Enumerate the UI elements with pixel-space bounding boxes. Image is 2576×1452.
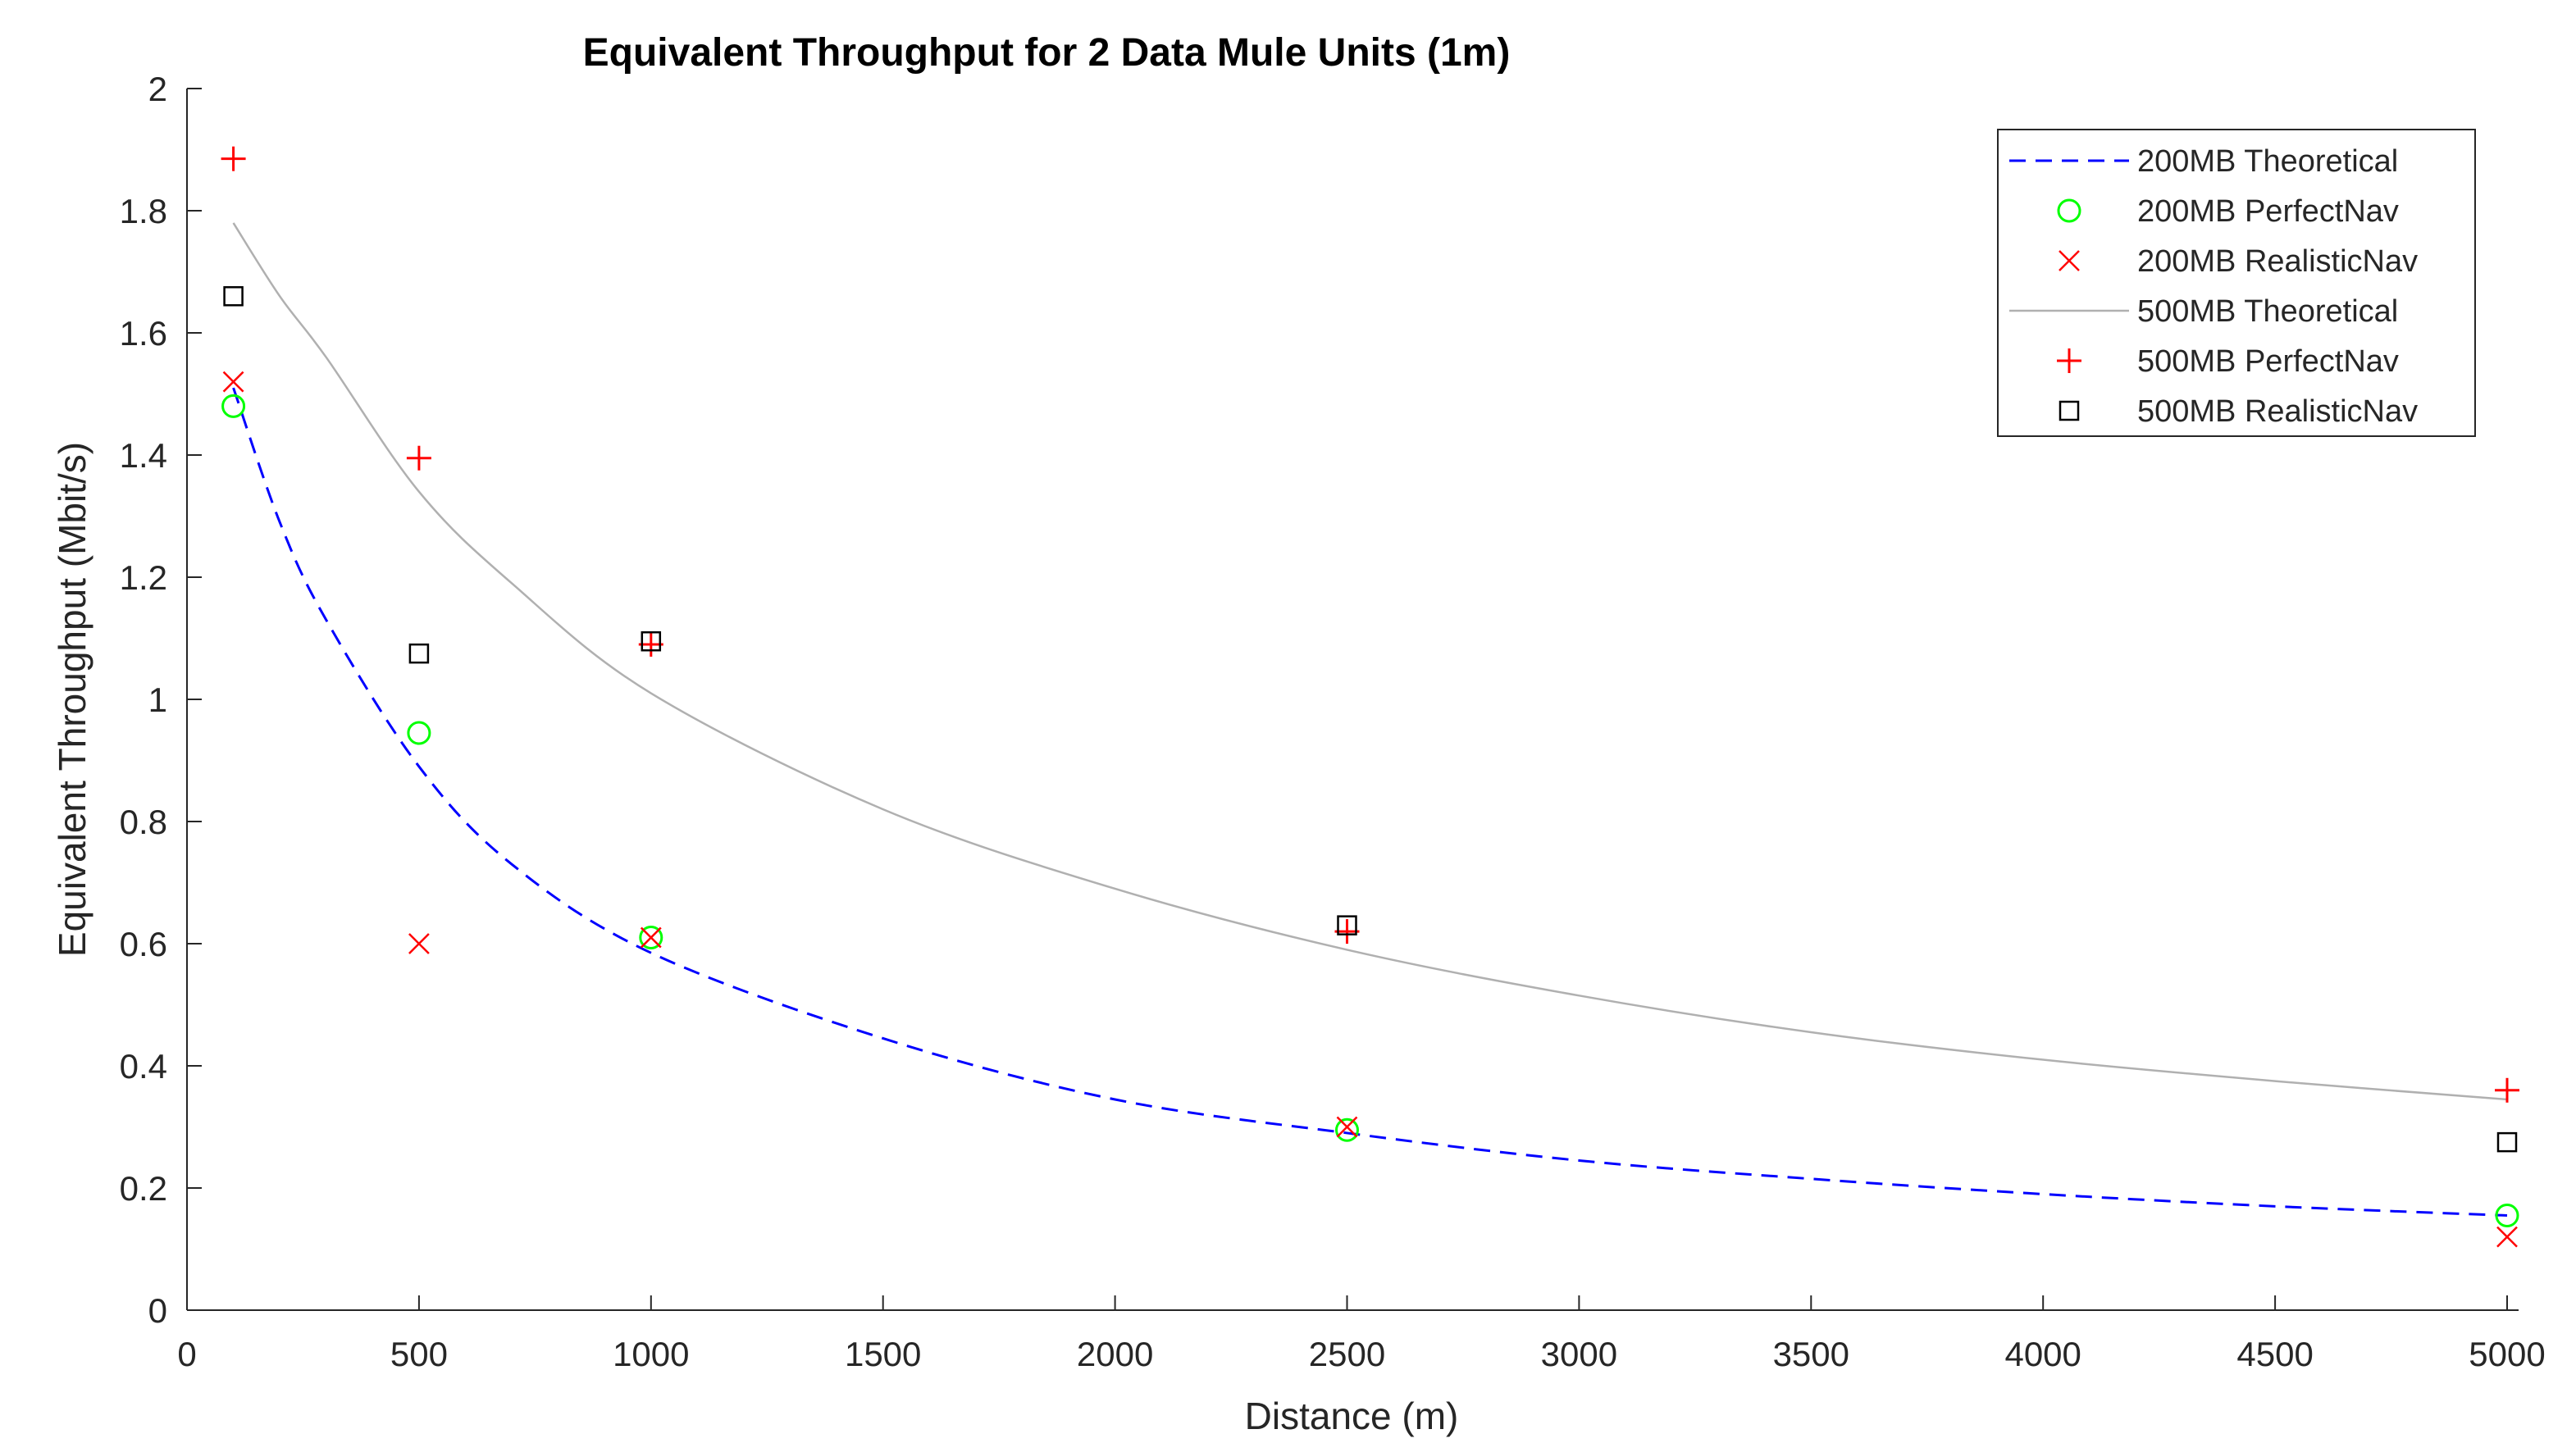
x-tick-label: 2500 <box>1309 1335 1385 1373</box>
y-tick-label: 0.2 <box>120 1169 167 1208</box>
legend-label: 500MB RealisticNav <box>2137 394 2418 429</box>
x-tick-label: 3500 <box>1773 1335 1849 1373</box>
x-tick-label: 3000 <box>1541 1335 1617 1373</box>
data-point-500mb-realisticnav <box>408 643 430 664</box>
legend-entry-500mb-perfectnav: 500MB PerfectNav <box>2057 344 2399 379</box>
legend-label: 200MB Theoretical <box>2137 144 2398 179</box>
x-axis-label: Distance (m) <box>1245 1395 1459 1437</box>
legend-label: 200MB PerfectNav <box>2137 194 2399 229</box>
y-axis-label: Equivalent Throughput (Mbit/s) <box>51 442 93 957</box>
legend-swatch <box>2057 348 2081 373</box>
data-point-500mb-perfectnav <box>406 445 431 471</box>
y-tick-label: 0.8 <box>120 803 167 841</box>
series-layer <box>221 146 2519 1248</box>
x-tick-label: 2000 <box>1077 1335 1153 1373</box>
y-tick-label: 0 <box>148 1291 167 1330</box>
legend-swatch <box>2059 250 2080 271</box>
data-point-200mb-perfectnav <box>639 926 663 950</box>
y-tick-label: 1.8 <box>120 192 167 230</box>
data-point-200mb-realisticnav <box>2496 1226 2518 1248</box>
y-tick-label: 1.2 <box>120 558 167 597</box>
data-point-500mb-perfectnav <box>221 146 246 171</box>
data-point-500mb-realisticnav <box>641 630 662 652</box>
x-tick-label: 4500 <box>2236 1335 2313 1373</box>
data-point-500mb-realisticnav <box>1337 915 1357 935</box>
y-tick-label: 2 <box>148 70 167 108</box>
data-point-200mb-perfectnav <box>1335 1117 1359 1142</box>
legend-entry-200mb-theoretical: 200MB Theoretical <box>2009 144 2398 179</box>
y-tick-label: 1.4 <box>120 436 167 475</box>
legend: 200MB Theoretical 200MB PerfectNav 200MB R… <box>1997 129 2476 437</box>
x-tick-label: 5000 <box>2469 1335 2545 1373</box>
y-tick-label: 1 <box>148 680 167 719</box>
data-point-200mb-perfectnav <box>2495 1204 2519 1228</box>
x-tick-label: 1000 <box>613 1335 689 1373</box>
legend-swatch <box>2057 198 2081 223</box>
legend-label: 200MB RealisticNav <box>2137 244 2418 279</box>
data-point-200mb-realisticnav <box>1336 1116 1358 1138</box>
series-line-200mb-theoretical <box>232 387 2508 1218</box>
data-point-200mb-realisticnav <box>640 926 662 949</box>
data-point-200mb-realisticnav <box>222 371 244 393</box>
legend-entry-500mb-theoretical: 500MB Theoretical <box>2009 294 2398 329</box>
x-tick-label: 500 <box>390 1335 448 1373</box>
data-point-200mb-perfectnav <box>221 394 246 418</box>
x-tick-label: 0 <box>177 1335 196 1373</box>
legend-label: 500MB Theoretical <box>2137 294 2398 329</box>
legend-box <box>1997 129 2476 437</box>
legend-entry-200mb-perfectnav: 200MB PerfectNav <box>2057 194 2399 229</box>
data-point-500mb-realisticnav <box>223 286 244 307</box>
y-tick-label: 0.4 <box>120 1047 167 1086</box>
legend-label: 500MB PerfectNav <box>2137 344 2399 379</box>
x-tick-label: 1500 <box>845 1335 921 1373</box>
x-tick-label: 4000 <box>2004 1335 2081 1373</box>
chart-title: Equivalent Throughput for 2 Data Mule Un… <box>583 31 1511 75</box>
data-point-500mb-perfectnav <box>2495 1077 2519 1103</box>
data-point-200mb-perfectnav <box>407 721 431 745</box>
legend-entry-500mb-realisticnav: 500MB RealisticNav <box>2059 394 2418 429</box>
y-tick-label: 1.6 <box>120 314 167 353</box>
legend-entry-200mb-realisticnav: 200MB RealisticNav <box>2059 244 2418 279</box>
y-tick-label: 0.6 <box>120 925 167 963</box>
data-point-200mb-realisticnav <box>408 933 430 954</box>
y-ticks: 0 0.2 0.4 0.6 0.8 1 1.2 1.4 1.6 1.8 2 <box>120 70 202 1330</box>
legend-swatch <box>2059 400 2080 421</box>
x-ticks: 0 500 1000 1500 2000 2500 3000 3500 4000 4500 5000 <box>177 1295 2546 1373</box>
data-point-500mb-realisticnav <box>2496 1131 2518 1153</box>
series-line-500mb-theoretical <box>232 222 2508 1101</box>
